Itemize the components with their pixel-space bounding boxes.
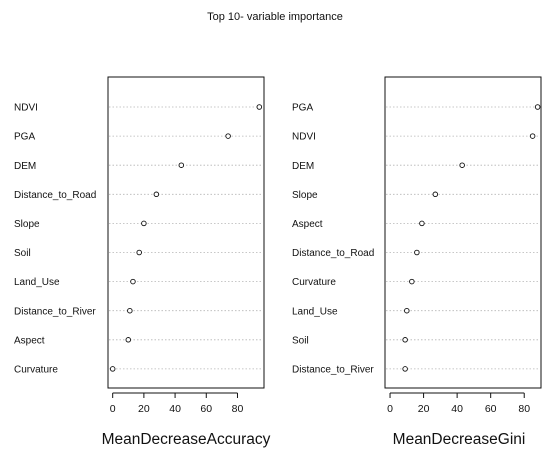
data-point	[125, 337, 132, 343]
variable-label: Slope	[14, 219, 40, 230]
data-point	[529, 133, 536, 139]
variable-label: PGA	[14, 132, 35, 143]
x-tick-label: 20	[138, 403, 150, 415]
data-point	[109, 366, 116, 372]
x-axis-label: MeanDecreaseGini	[393, 431, 526, 448]
data-point	[153, 191, 160, 198]
panel-mean-decrease-accuracy: NDVI PGA DEM Distance_to_Road Slope Soil Land_…	[14, 76, 271, 448]
variable-label: Soil	[292, 335, 309, 346]
data-point	[225, 133, 231, 139]
data-point	[141, 220, 147, 227]
variable-label: DEM	[14, 161, 36, 172]
data-point	[414, 249, 420, 256]
x-axis-label: MeanDecreaseAccuracy	[102, 431, 271, 448]
x-tick-label: 20	[418, 403, 430, 415]
x-tick-label: 60	[200, 403, 212, 415]
data-point	[130, 278, 136, 285]
plot-frame	[384, 76, 542, 389]
variable-label: Distance_to_River	[14, 306, 96, 317]
variable-label: Land_Use	[292, 306, 338, 317]
x-tick-label: 60	[485, 403, 497, 415]
data-point	[409, 278, 415, 285]
x-tick-label: 0	[110, 403, 116, 415]
x-tick-label: 80	[518, 403, 530, 415]
variable-label: Soil	[14, 248, 31, 259]
variable-label: NDVI	[292, 132, 316, 143]
data-point	[127, 307, 133, 314]
data-point	[402, 337, 408, 343]
variable-label: Distance_to_Road	[14, 190, 96, 201]
variable-label: PGA	[292, 103, 313, 114]
variable-label: DEM	[292, 161, 314, 172]
x-tick-label: 40	[451, 403, 463, 415]
variable-label: Curvature	[14, 365, 58, 376]
data-point	[459, 162, 465, 168]
variable-label: NDVI	[14, 103, 38, 114]
x-tick-label: 80	[232, 403, 244, 415]
x-tick-label: 0	[387, 403, 393, 415]
variable-label: Aspect	[14, 335, 45, 346]
plot-frame	[107, 76, 265, 389]
data-point	[432, 191, 439, 198]
panel-mean-decrease-gini: PGA NDVI DEM Slope Aspect Distance_to_Road Cur…	[292, 76, 542, 448]
data-point	[256, 104, 263, 110]
data-point	[404, 307, 410, 314]
data-point	[534, 104, 541, 110]
data-point	[178, 162, 185, 168]
data-point	[419, 220, 425, 227]
variable-label: Distance_to_Road	[292, 248, 374, 259]
data-point	[402, 366, 408, 372]
variable-label: Aspect	[292, 219, 323, 230]
data-point	[136, 249, 142, 256]
variable-label: Distance_to_River	[292, 365, 374, 376]
variable-label: Curvature	[292, 277, 336, 288]
x-tick-label: 40	[169, 403, 181, 415]
variable-label: Slope	[292, 190, 318, 201]
figure-title: Top 10- variable importance	[207, 11, 343, 23]
variable-label: Land_Use	[14, 277, 60, 288]
